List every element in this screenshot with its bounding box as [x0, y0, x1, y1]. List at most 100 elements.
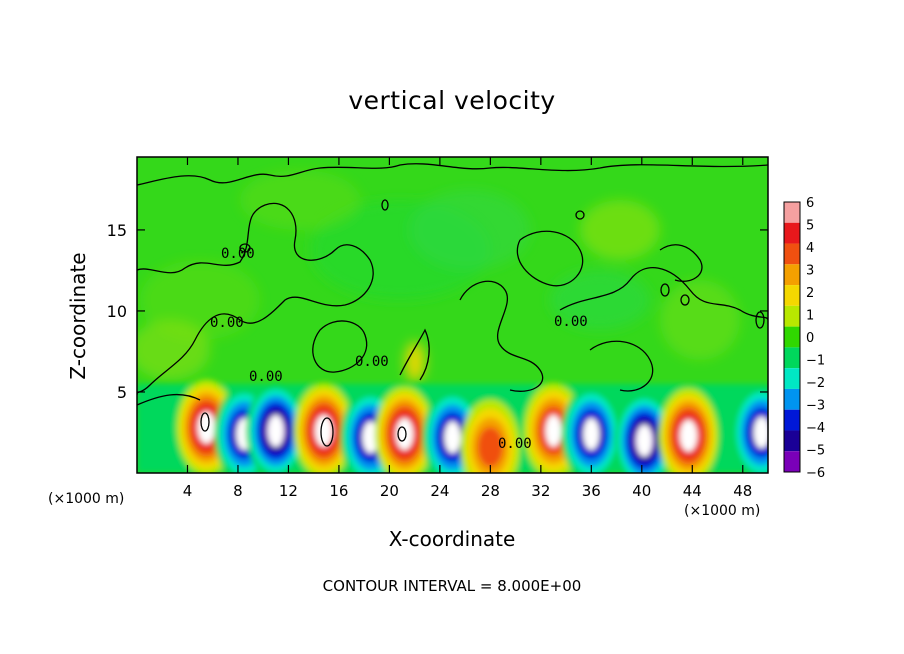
colorbar-swatch — [784, 451, 800, 472]
contour-ring — [680, 294, 690, 306]
y-axis: 5 10 15 — [107, 221, 768, 402]
colorbar-label: 5 — [806, 219, 814, 234]
y-axis-label: Z-coordinate — [66, 252, 90, 380]
cell-core — [267, 414, 284, 447]
colorbar-swatch — [784, 388, 800, 410]
contour-ring — [397, 426, 407, 442]
colorbar-label: −4 — [806, 421, 825, 436]
colorbar-label: 1 — [806, 309, 814, 324]
contour-line — [559, 267, 768, 321]
y-tick-label: 5 — [117, 383, 127, 402]
colorbar-label: −6 — [806, 466, 825, 481]
contour-ring — [239, 243, 251, 253]
contour-label: 0.00 — [249, 369, 283, 385]
downdraft-cell — [614, 392, 675, 473]
updraft-cell — [293, 382, 354, 473]
contour-label: 0.00 — [221, 246, 255, 262]
colorbar-label: 4 — [806, 241, 814, 256]
colorbar-swatch — [784, 368, 800, 389]
x-units-left: (×1000 m) — [48, 491, 125, 507]
x-tick-label: 8 — [233, 482, 243, 500]
cell-core — [583, 418, 600, 451]
colorbar: 6 5 4 3 2 1 0 −1 −2 −3 −4 −5 −6 — [783, 196, 825, 481]
contour-ring — [755, 311, 765, 329]
contour-label: 0.00 — [554, 314, 588, 330]
x-tick-label: 12 — [279, 482, 298, 500]
contour-ring — [320, 417, 334, 447]
x-tick-label: 4 — [183, 482, 193, 500]
colorbar-swatch — [784, 305, 800, 327]
cell-core — [636, 424, 653, 457]
cell-core — [315, 414, 332, 447]
cell-core — [396, 418, 413, 451]
colorbar-swatch — [784, 202, 800, 223]
contour-label: 0.00 — [498, 436, 532, 452]
y-tick-label: 10 — [107, 302, 127, 321]
colorbar-swatch — [784, 264, 800, 286]
contour-line — [137, 202, 374, 396]
updraft-cell — [460, 399, 521, 473]
contour-ring — [200, 412, 210, 432]
contour-label: 0.00 — [355, 354, 389, 370]
colorbar-swatch — [784, 430, 800, 452]
contour-line — [516, 230, 584, 287]
x-tick-label: 28 — [481, 482, 500, 500]
colorbar-label: 3 — [806, 264, 814, 279]
contour-line — [399, 328, 430, 381]
x-tick-label: 36 — [582, 482, 601, 500]
downdraft-cell — [245, 382, 306, 473]
colorbar-label: −5 — [806, 444, 825, 459]
colorbar-swatch — [784, 243, 800, 265]
contour-line — [459, 280, 544, 392]
colorbar-swatch — [784, 326, 800, 348]
contour-label: 0.00 — [210, 315, 244, 331]
contour-ring — [381, 199, 389, 211]
contour-ring — [575, 210, 585, 220]
x-axis-label: X-coordinate — [388, 527, 516, 551]
colorbar-label: −1 — [806, 354, 825, 369]
x-tick-label: 40 — [632, 482, 651, 500]
contour-line — [312, 320, 368, 373]
contour-interval-footer: CONTOUR INTERVAL = 8.000E+00 — [322, 577, 582, 595]
colorbar-swatch — [784, 347, 800, 369]
chart-title: vertical velocity — [348, 86, 556, 115]
downdraft-cell — [731, 384, 768, 473]
convective-cells — [137, 379, 768, 473]
x-tick-label: 16 — [329, 482, 348, 500]
x-axis: 4 8 12 16 20 24 28 32 36 40 44 48 — [183, 157, 752, 500]
colorbar-swatch — [784, 285, 800, 306]
field-layer — [137, 157, 768, 473]
x-tick-label: 48 — [733, 482, 752, 500]
colorbar-label: 6 — [806, 196, 814, 211]
contour-lines — [137, 163, 768, 447]
cell-core — [680, 419, 697, 452]
colorbar-label: 0 — [806, 331, 814, 346]
cell-core — [753, 416, 768, 449]
contour-labels: 0.00 0.00 0.00 0.00 0.00 0.00 — [210, 246, 588, 452]
downdraft-cell — [561, 386, 622, 473]
contour-line — [137, 393, 201, 406]
contour-line — [589, 340, 654, 392]
colorbar-label: −3 — [806, 399, 825, 414]
x-units-right: (×1000 m) — [684, 503, 761, 519]
colorbar-frame — [783, 201, 801, 473]
cell-core — [198, 411, 215, 444]
contour-ring — [660, 283, 670, 297]
colorbar-label: −2 — [806, 376, 825, 391]
colorbar-label: 2 — [806, 286, 814, 301]
plot-frame — [136, 156, 769, 474]
x-tick-label: 20 — [380, 482, 399, 500]
cell-core — [545, 414, 562, 447]
x-tick-label: 32 — [531, 482, 550, 500]
cell-core — [362, 421, 379, 454]
colorbar-swatch — [784, 409, 800, 431]
colorbar-swatch — [784, 222, 800, 244]
x-tick-label: 24 — [430, 482, 449, 500]
contour-line — [659, 244, 703, 282]
updraft-cell — [658, 387, 719, 473]
x-tick-label: 44 — [683, 482, 702, 500]
contour-line — [137, 163, 768, 186]
y-tick-label: 15 — [107, 221, 127, 240]
cell-level — [477, 427, 504, 468]
